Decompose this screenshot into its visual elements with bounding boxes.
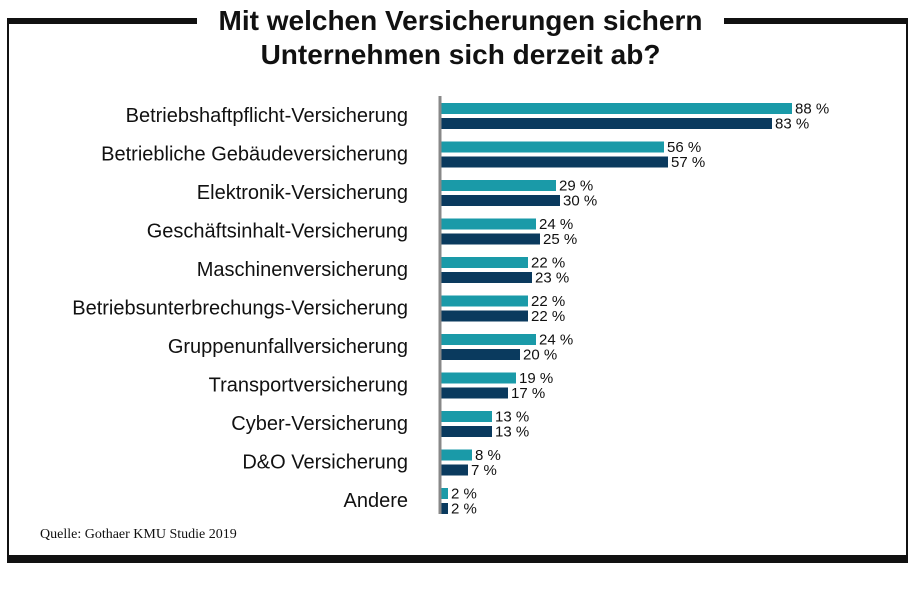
value-label: 22 % [531, 293, 565, 310]
category-label: Transportversicherung [209, 375, 408, 397]
value-label: 20 % [523, 347, 557, 364]
bar-series2 [440, 464, 468, 476]
bar-series1 [440, 334, 536, 345]
bar-series1 [440, 257, 528, 268]
bar-series2 [440, 195, 560, 206]
bar-series2 [440, 118, 772, 129]
category-label: Gruppenunfallversicherung [168, 336, 408, 358]
bar-series2 [440, 233, 540, 245]
chart-title-line2: Unternehmen sich derzeit ab? [260, 39, 661, 70]
bar-series2 [440, 310, 528, 322]
value-label: 23 % [535, 270, 569, 287]
category-label: Betriebliche Gebäudeversicherung [101, 144, 408, 166]
bar-series1 [440, 218, 536, 230]
bar-series1 [440, 449, 472, 461]
value-label: 13 % [495, 409, 529, 426]
bar-series2 [440, 503, 448, 514]
bar-series1 [440, 103, 792, 114]
bar-series1 [440, 411, 492, 422]
chart-title: Mit welchen Versicherungen sichern Unter… [196, 4, 725, 72]
bar-series2 [440, 272, 532, 283]
bar-series1 [440, 488, 448, 499]
bar-series2 [440, 349, 520, 360]
value-label: 17 % [511, 385, 545, 402]
value-label: 29 % [559, 178, 593, 195]
value-label: 88 % [795, 101, 829, 118]
value-label: 19 % [519, 370, 553, 387]
category-label: Geschäftsinhalt-Versicherung [147, 221, 408, 243]
value-label: 25 % [543, 231, 577, 248]
bar-series1 [440, 141, 664, 153]
chart-title-line1: Mit welchen Versicherungen sichern [218, 5, 703, 36]
bar-series1 [440, 180, 556, 191]
category-label: Betriebshaftpflicht-Versicherung [126, 105, 408, 127]
value-label: 30 % [563, 193, 597, 210]
bar-series1 [440, 372, 516, 384]
category-label: Andere [344, 490, 409, 512]
value-label: 57 % [671, 154, 705, 171]
value-label: 83 % [775, 116, 809, 133]
category-label: D&O Versicherung [242, 452, 408, 474]
category-label: Elektronik-Versicherung [197, 182, 408, 204]
source-note: Quelle: Gothaer KMU Studie 2019 [40, 527, 237, 542]
category-label: Cyber-Versicherung [231, 413, 408, 435]
value-label: 22 % [531, 308, 565, 325]
category-label: Betriebsunterbrechungs-Versicherung [72, 298, 408, 320]
title-block: Mit welchen Versicherungen sichern Unter… [0, 0, 921, 72]
bar-series2 [440, 426, 492, 437]
bar-series2 [440, 156, 668, 168]
value-label: 56 % [667, 139, 701, 156]
value-label: 2 % [451, 486, 477, 503]
value-label: 24 % [539, 332, 573, 349]
value-label: 8 % [475, 447, 501, 464]
bar-series1 [440, 295, 528, 307]
bar-series2 [440, 387, 508, 399]
value-label: 7 % [471, 462, 497, 479]
value-label: 24 % [539, 216, 573, 233]
value-label: 13 % [495, 424, 529, 441]
category-label: Maschinenversicherung [197, 259, 408, 281]
value-label: 22 % [531, 255, 565, 272]
value-label: 2 % [451, 501, 477, 518]
